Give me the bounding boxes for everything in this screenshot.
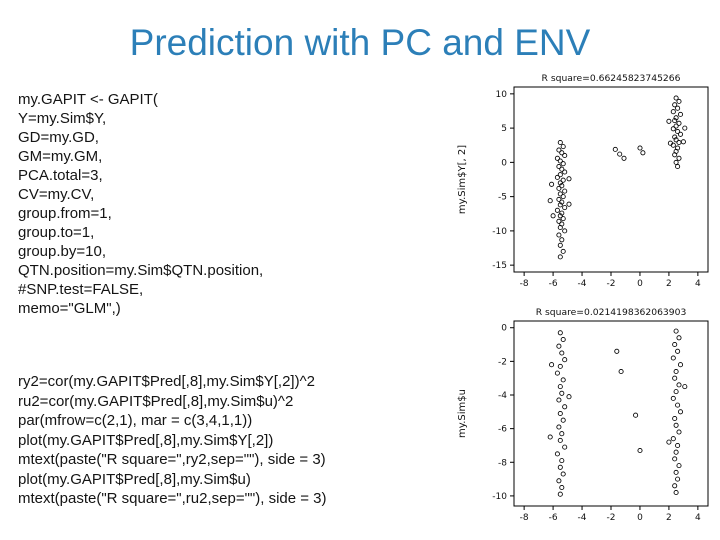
scatter-plot-bottom: R square=0.0214198362063903 my.Sim$u -8 -6-… — [454, 304, 716, 536]
scatter-plot-top: R square=0.66245823745266 my.Sim$Y[, 2] -8… — [454, 70, 716, 302]
svg-text:4: 4 — [695, 279, 701, 289]
y-axis-ticks: -15 -10 -5 0 5 10 — [492, 90, 514, 271]
code-line: group.from=1, — [18, 205, 112, 222]
code-line: plot(my.GAPIT$Pred[,8],my.Sim$Y[,2]) — [18, 431, 274, 449]
slide-title: Prediction with PC and ENV — [129, 22, 591, 63]
code-line: plot(my.GAPIT$Pred[,8],my.Sim$u) — [18, 470, 251, 488]
code-line: memo="GLM",) — [18, 300, 121, 317]
svg-text:-6: -6 — [549, 279, 558, 289]
x-axis-ticks: -8 -6 -4 -2 0 2 4 — [520, 506, 701, 523]
code-line: group.by=10, — [18, 243, 106, 260]
plot-box — [513, 86, 709, 273]
code-line: QTN.position=my.Sim$QTN.position, — [18, 262, 264, 279]
svg-text:-4: -4 — [498, 391, 507, 401]
svg-text:-6: -6 — [549, 513, 558, 523]
code-line: ru2=cor(my.GAPIT$Pred[,8],my.Sim$u)^2 — [18, 392, 294, 410]
svg-text:-2: -2 — [607, 279, 616, 289]
svg-text:-15: -15 — [492, 261, 507, 271]
svg-text:-10: -10 — [492, 227, 507, 237]
svg-text:-2: -2 — [607, 513, 616, 523]
svg-text:-2: -2 — [498, 357, 507, 367]
svg-text:0: 0 — [637, 513, 643, 523]
code-block-gapit: my.GAPIT <- GAPIT( Y=my.Sim$Y, GD=my.GD, GM… — [18, 90, 263, 318]
x-axis-ticks: -8 -6 -4 -2 0 2 4 — [520, 272, 701, 289]
svg-text:-5: -5 — [498, 193, 507, 203]
points-group — [547, 328, 688, 497]
code-line: Y=my.Sim$Y, — [18, 110, 107, 127]
code-line: my.GAPIT <- GAPIT( — [18, 91, 158, 108]
code-block-plot: ry2=cor(my.GAPIT$Pred[,8],my.Sim$Y[,2])^… — [18, 372, 327, 509]
svg-text:5: 5 — [501, 124, 507, 134]
code-line: par(mfrow=c(2,1), mar = c(3,4,1,1)) — [18, 412, 253, 429]
code-line: mtext(paste("R square=",ry2,sep=""), sid… — [18, 451, 326, 468]
y-axis-label: my.Sim$u — [457, 389, 468, 438]
svg-text:-8: -8 — [520, 279, 529, 289]
svg-text:-6: -6 — [498, 425, 507, 435]
svg-text:-8: -8 — [498, 458, 507, 468]
code-line: group.to=1, — [18, 224, 95, 241]
code-line: mtext(paste("R square=",ru2,sep=""), sid… — [18, 490, 327, 507]
code-line: PCA.total=3, — [18, 167, 103, 184]
plot-svg: R square=0.66245823745266 my.Sim$Y[, 2] -8… — [457, 73, 709, 289]
code-line: GM=my.GM, — [18, 148, 103, 165]
svg-text:0: 0 — [501, 158, 507, 168]
svg-text:-4: -4 — [578, 513, 587, 523]
svg-text:-8: -8 — [520, 513, 529, 523]
svg-text:0: 0 — [637, 279, 643, 289]
code-line: CV=my.CV, — [18, 186, 95, 203]
svg-text:-10: -10 — [492, 492, 507, 502]
plot-title: R square=0.0214198362063903 — [536, 307, 687, 318]
y-axis-label: my.Sim$Y[, 2] — [457, 145, 468, 214]
plots-column: R square=0.66245823745266 my.Sim$Y[, 2] -8… — [454, 70, 718, 536]
code-line: GD=my.GD, — [18, 129, 99, 146]
y-axis-ticks: 0 -2 -4 -6 -8 -10 — [492, 324, 514, 502]
points-group — [547, 95, 688, 260]
svg-text:0: 0 — [501, 324, 507, 334]
svg-text:4: 4 — [695, 513, 701, 523]
code-line: #SNP.test=FALSE, — [18, 281, 144, 298]
svg-text:2: 2 — [666, 279, 672, 289]
plot-title: R square=0.66245823745266 — [542, 73, 681, 84]
svg-text:10: 10 — [496, 90, 508, 100]
svg-text:-4: -4 — [578, 279, 587, 289]
code-line: ry2=cor(my.GAPIT$Pred[,8],my.Sim$Y[,2])^… — [18, 373, 315, 390]
svg-text:2: 2 — [666, 513, 672, 523]
